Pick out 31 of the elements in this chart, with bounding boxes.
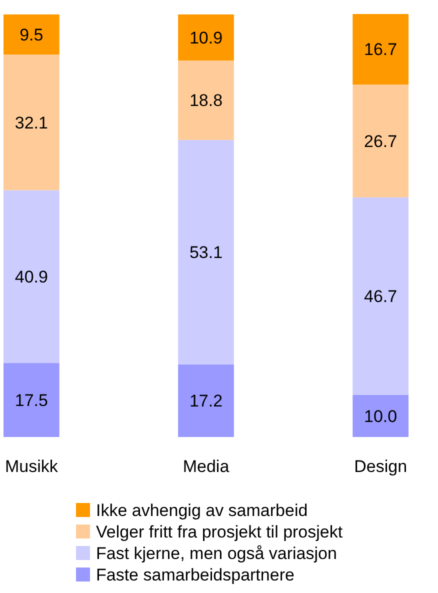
bar	[178, 14, 234, 60]
data-label: 53.1	[189, 243, 223, 262]
bar	[3, 54, 60, 190]
data-label: 16.7	[364, 40, 398, 60]
data-label: 17.2	[189, 392, 223, 411]
legend-label: Ikke avhengig av samarbeid	[96, 501, 308, 520]
data-label: 10.0	[364, 406, 398, 426]
data-label: 46.7	[364, 287, 398, 306]
data-label: 10.9	[189, 28, 223, 48]
data-label: 40.9	[14, 268, 48, 287]
data-label: 9.5	[20, 25, 44, 44]
bar	[178, 60, 234, 140]
bar	[352, 197, 409, 395]
bar	[352, 394, 409, 437]
x-tick-label: Media	[182, 457, 230, 476]
x-tick-label: Design	[354, 457, 408, 476]
data-label: 32.1	[14, 113, 48, 132]
data-label: 26.7	[364, 132, 398, 151]
bar	[3, 363, 60, 437]
legend-label: Fast kjerne, men også variasjon	[96, 544, 337, 563]
data-label: 18.8	[189, 91, 223, 110]
bar	[178, 364, 234, 437]
data-label: 17.5	[14, 390, 48, 410]
x-tick-label: Musikk	[4, 457, 58, 476]
bar	[352, 84, 409, 198]
bar	[3, 14, 60, 55]
bar	[178, 140, 234, 364]
legend-label: Faste samarbeidspartnere	[96, 566, 294, 584]
bar	[3, 190, 60, 364]
legend-label: Velger fritt fra prosjekt til prosjekt	[96, 522, 343, 542]
bar	[352, 14, 409, 85]
